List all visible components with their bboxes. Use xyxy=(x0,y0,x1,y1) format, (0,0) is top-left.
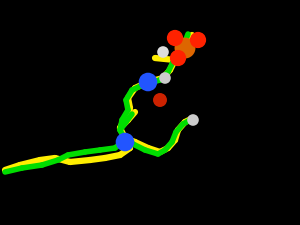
Point xyxy=(123,140,128,144)
Point xyxy=(172,36,177,40)
Point xyxy=(146,80,150,84)
Point xyxy=(163,76,167,80)
Point xyxy=(190,118,195,122)
Point xyxy=(176,56,180,60)
Point xyxy=(158,98,162,102)
Point xyxy=(183,46,188,50)
Point xyxy=(196,38,200,42)
Point xyxy=(160,50,165,54)
